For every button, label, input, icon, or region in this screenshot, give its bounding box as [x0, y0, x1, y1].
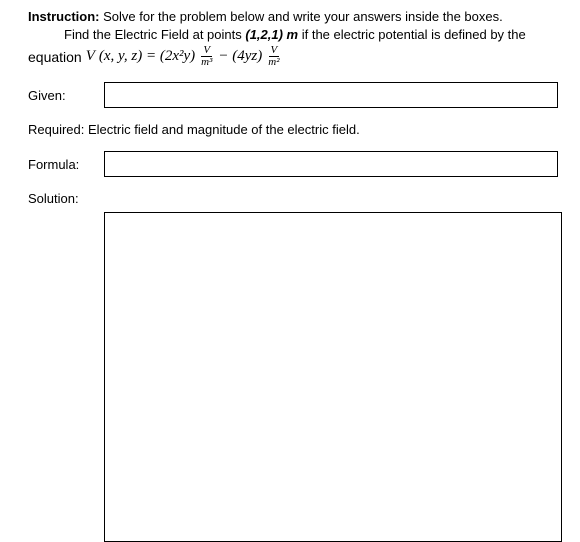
formula-label: Formula: — [28, 157, 94, 172]
instruction-label: Instruction: — [28, 9, 100, 24]
instruction-text: Solve for the problem below and write yo… — [100, 9, 503, 24]
instruction-line-2: Find the Electric Field at points (1,2,1… — [28, 26, 558, 44]
formula-box[interactable] — [104, 151, 558, 177]
formula-row: Formula: — [28, 151, 558, 177]
solution-box[interactable] — [104, 212, 562, 542]
frac2-den: m² — [266, 57, 281, 68]
solution-box-wrap — [104, 212, 558, 542]
instruction-line2-suffix: if the electric potential is defined by … — [298, 27, 526, 42]
given-label: Given: — [28, 88, 94, 103]
required-text: Electric field and magnitude of the elec… — [84, 122, 359, 137]
instruction-point: (1,2,1) m — [245, 27, 298, 42]
solution-label: Solution: — [28, 191, 94, 206]
worksheet-page: Instruction: Solve for the problem below… — [0, 0, 580, 542]
required-label: Required: — [28, 122, 84, 137]
solution-row: Solution: — [28, 191, 558, 206]
equation-minus: − (4yz) — [218, 48, 262, 65]
equation-frac1: V m³ — [199, 45, 214, 68]
equation-frac2: V m² — [266, 45, 281, 68]
frac1-den: m³ — [199, 57, 214, 68]
instruction-line2-prefix: Find the Electric Field at points — [64, 27, 245, 42]
equation-prefix: equation — [28, 49, 82, 65]
equation-V: V — [86, 48, 95, 65]
given-box[interactable] — [104, 82, 558, 108]
instruction-line-1: Instruction: Solve for the problem below… — [28, 8, 558, 26]
required-line: Required: Electric field and magnitude o… — [28, 122, 558, 137]
given-row: Given: — [28, 82, 558, 108]
equation-line: equation V (x, y, z) = (2x²y) V m³ − (4y… — [28, 45, 558, 68]
equation-args: (x, y, z) = (2x²y) — [99, 48, 195, 65]
